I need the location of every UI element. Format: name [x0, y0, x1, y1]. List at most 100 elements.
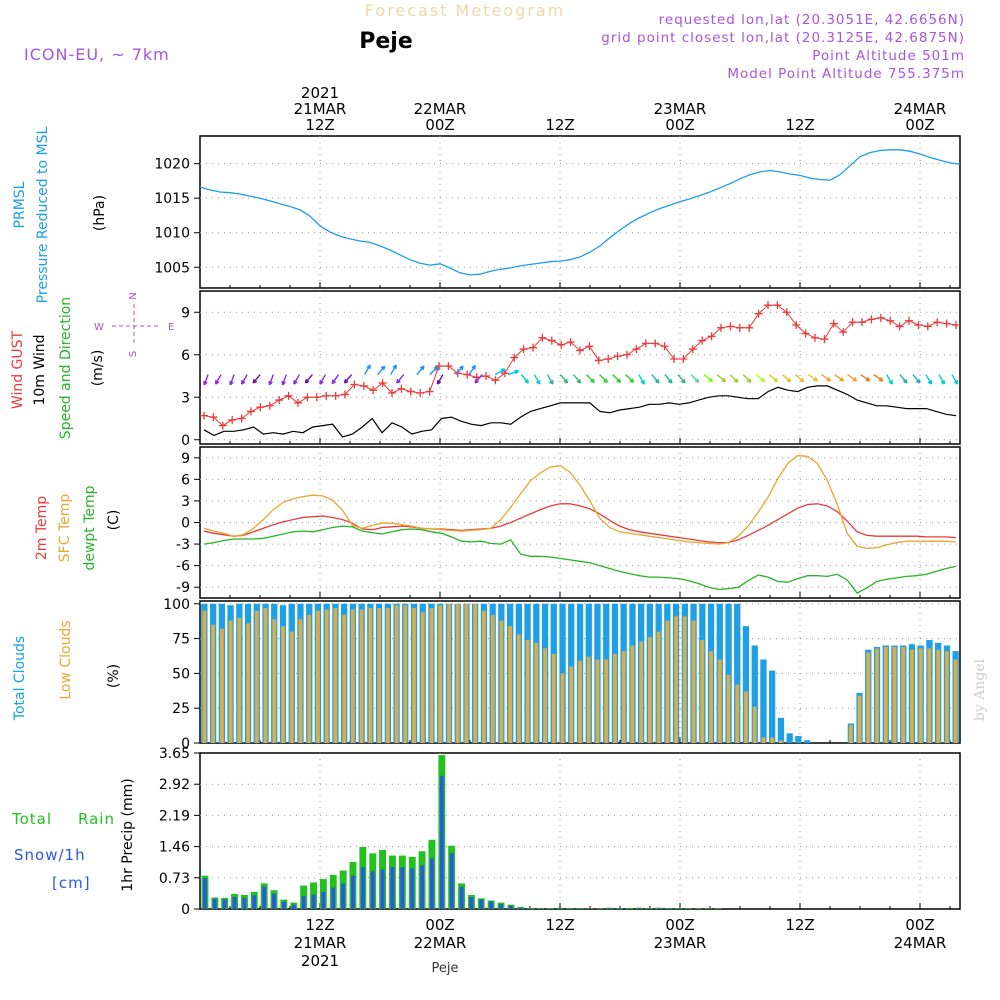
pressure-ytick-label: 1005: [154, 260, 190, 276]
rain-bar: [625, 908, 633, 909]
wind-gust-marker: [265, 401, 274, 410]
wind-direction-arrow: [364, 364, 371, 375]
wind-gust-marker: [275, 396, 284, 405]
wind-direction-arrow: [951, 374, 959, 385]
wind-direction-arrow: [304, 374, 313, 384]
wind-gust-marker: [670, 355, 678, 363]
wind-unit: (m/s): [90, 350, 106, 387]
grid-point-coords: grid point closest lon,lat (20.3125E, 42…: [601, 30, 965, 46]
wind-gust-marker: [406, 387, 415, 396]
low-cloud-bar: [228, 620, 233, 743]
low-cloud-bar: [551, 653, 556, 743]
low-cloud-bar: [508, 626, 512, 743]
temperature-ytick-label: 0: [181, 516, 190, 532]
location-title: Peje: [359, 29, 413, 54]
wind-gust-marker: [303, 393, 312, 402]
wind-gust-marker: [538, 333, 547, 342]
bottom-axis-label: 24MAR: [894, 934, 947, 952]
low-cloud-bar: [953, 659, 958, 743]
wind-gust-marker: [341, 390, 349, 399]
wind-gust-marker: [773, 301, 782, 310]
wind-gust-marker: [726, 322, 735, 331]
clouds-ytick-label: 75: [172, 632, 190, 648]
precip-ytick-label: 0: [181, 902, 190, 918]
low-cloud-bar: [866, 652, 871, 743]
wind-gust-marker: [576, 346, 584, 355]
low-cloud-bar: [254, 610, 259, 743]
wind-gust-marker: [858, 318, 866, 327]
bottom-axis-label: 12Z: [305, 916, 334, 934]
low-cloud-bar: [936, 649, 941, 743]
snow-bar: [242, 897, 247, 909]
model-label: ICON-EU, ~ 7km: [24, 45, 170, 64]
temp-dewpt-label: dewpt Temp: [82, 485, 98, 570]
snow-bar: [518, 907, 523, 909]
wind-gust-marker: [350, 380, 359, 389]
wind-gust-marker: [641, 339, 650, 348]
wind-gust-marker: [679, 355, 688, 363]
rain-bar: [675, 908, 683, 909]
low-cloud-bar: [674, 616, 678, 743]
low-cloud-bar: [569, 666, 574, 743]
cloud-labels: Total Clouds Low Clouds (%): [12, 620, 122, 721]
compass-s: S: [128, 351, 139, 357]
wind-gust-marker: [613, 352, 622, 361]
rain-bar: [665, 908, 673, 909]
bottom-axis-label: 12Z: [785, 916, 814, 934]
wind-gust-marker: [228, 415, 237, 424]
low-cloud-bar: [665, 620, 670, 743]
prmsl-line: [199, 149, 961, 276]
temperature-ytick-label: 6: [181, 472, 190, 488]
snow-bar: [459, 886, 464, 909]
wind-gust-marker: [209, 413, 218, 422]
wind-gust-marker: [444, 362, 453, 371]
snow-bar: [282, 901, 286, 909]
wind-gust-marker: [416, 389, 425, 397]
rain-bar: [566, 908, 574, 909]
total-cloud-bar: [769, 670, 776, 743]
wind-gust-marker: [839, 328, 848, 337]
snow-bar: [499, 903, 503, 909]
total-cloud-bar: [760, 659, 767, 743]
low-cloud-bar: [464, 603, 469, 743]
low-cloud-bar: [368, 608, 373, 743]
rain-bar: [616, 908, 623, 909]
low-cloud-bar: [289, 631, 294, 743]
wind-direction-arrow: [899, 374, 908, 384]
low-cloud-bar: [263, 608, 268, 743]
wind-gust-marker: [707, 332, 716, 341]
snow-bar: [331, 887, 336, 909]
wind-gust-marker: [604, 355, 613, 363]
wind-gust-marker: [923, 322, 932, 331]
clouds-ytick-label: 100: [163, 597, 190, 613]
low-cloud-bar: [918, 648, 923, 743]
wind-gust-marker: [876, 313, 885, 322]
wind-gust-marker: [237, 414, 246, 423]
wind-direction-arrow: [268, 374, 274, 386]
wind-gust-marker: [688, 345, 697, 354]
wind-direction-arrow: [808, 374, 819, 382]
low-cloud-bar: [639, 641, 644, 743]
wind-gust-marker: [717, 323, 725, 332]
wind-compass: N S W E: [94, 292, 174, 357]
total-cloud-bar: [804, 740, 811, 743]
low-cloud-bar: [770, 737, 775, 743]
wind-gust-marker: [735, 323, 744, 332]
compass-w: W: [94, 322, 104, 333]
low-cloud-bar: [621, 651, 626, 743]
wind-direction-arrow: [834, 374, 845, 382]
low-cloud-bar: [490, 614, 495, 743]
snow-bar: [222, 899, 227, 909]
bottom-axis-label: 2021: [301, 952, 339, 970]
temperature-ytick-label: -3: [176, 537, 190, 553]
low-cloud-bar: [682, 616, 687, 743]
low-cloud-bar: [560, 673, 565, 743]
wind-10m-label: 10m Wind: [32, 334, 48, 405]
wind-direction-arrow: [293, 374, 300, 385]
snow-bar: [607, 908, 612, 909]
wind-gust-marker: [331, 391, 340, 400]
low-cloud-bar: [202, 610, 207, 743]
snow-bar: [380, 869, 385, 909]
wind-direction-arrow: [252, 374, 261, 384]
